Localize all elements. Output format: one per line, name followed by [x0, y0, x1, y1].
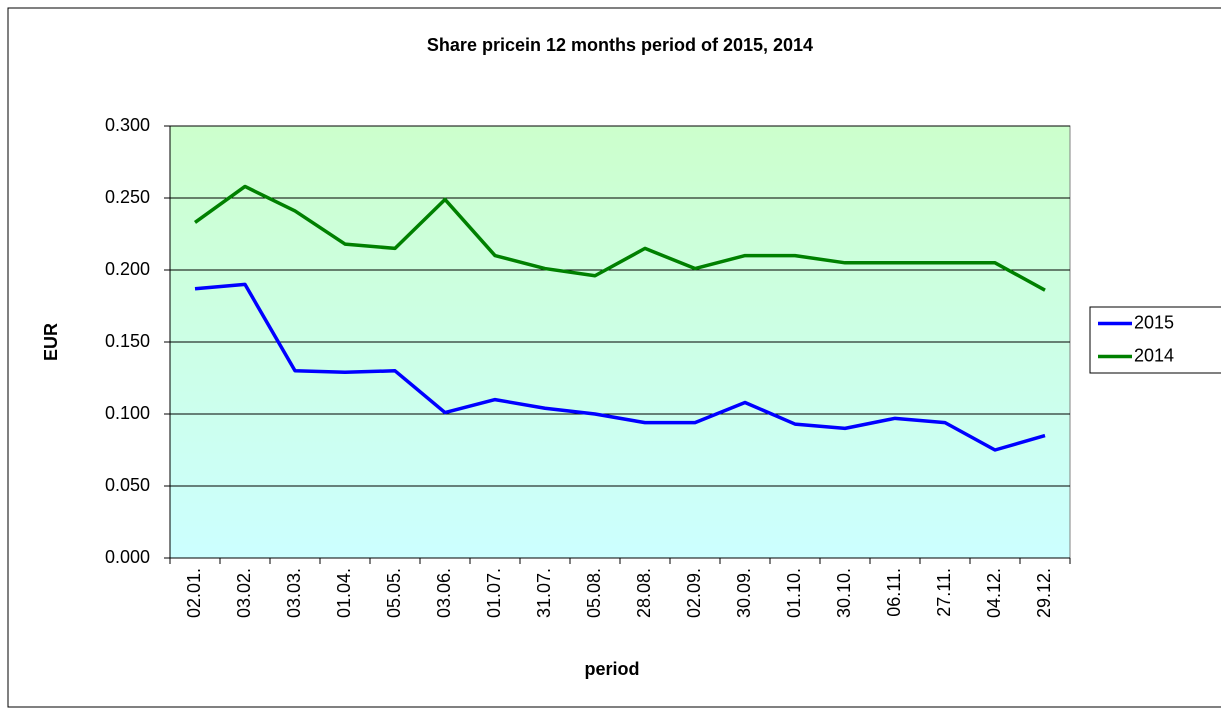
x-tick-label: 06.11. — [884, 568, 904, 617]
x-tick-label: 30.09. — [734, 568, 754, 618]
x-tick-label: 02.01. — [184, 568, 204, 618]
x-tick-label: 27.11. — [934, 568, 954, 617]
x-tick-label: 01.07. — [484, 568, 504, 618]
line-series — [194, 282, 1046, 452]
x-tick-label: 03.06. — [434, 568, 454, 618]
x-tick-label: 02.09. — [684, 568, 704, 618]
y-tick-label: 0.050 — [105, 475, 150, 495]
x-tick-label: 29.12. — [1034, 568, 1054, 618]
y-tick-label: 0.250 — [105, 187, 150, 207]
x-tick-label: 28.08. — [634, 568, 654, 618]
y-tick-label: 0.300 — [105, 115, 150, 135]
x-tick-label: 01.04. — [334, 568, 354, 618]
legend-box — [1089, 306, 1221, 374]
y-axis-title: EUR — [41, 323, 61, 361]
x-tick-label: 31.07. — [534, 568, 554, 618]
x-tick-label: 03.02. — [234, 568, 254, 618]
x-axis-title: period — [584, 659, 639, 679]
x-tick-label: 01.10. — [784, 568, 804, 618]
legend-label: 2015 — [1134, 312, 1174, 332]
x-tick-label: 03.03. — [284, 568, 304, 618]
y-tick-label: 0.100 — [105, 403, 150, 423]
x-tick-label: 05.08. — [584, 568, 604, 618]
y-tick-label: 0.150 — [105, 331, 150, 351]
x-tick-label: 05.05. — [384, 568, 404, 618]
y-tick-label: 0.000 — [105, 547, 150, 567]
x-tick-label: 04.12. — [984, 568, 1004, 618]
y-tick-label: 0.200 — [105, 259, 150, 279]
chart-title: Share pricein 12 months period of 2015, … — [427, 35, 813, 55]
x-tick-label: 30.10. — [834, 568, 854, 618]
legend-label: 2014 — [1134, 345, 1174, 365]
line-series — [193, 184, 1046, 292]
